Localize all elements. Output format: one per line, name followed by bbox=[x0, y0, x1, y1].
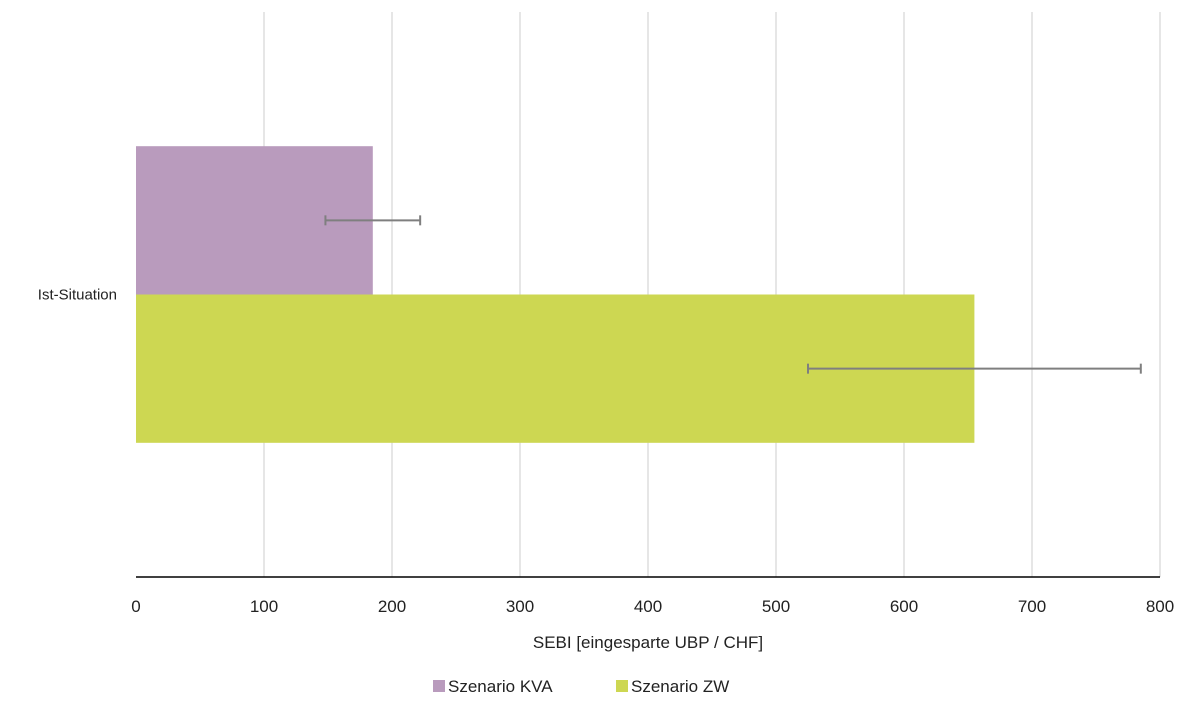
error-bars bbox=[324, 215, 1142, 374]
x-tick-label-6: 600 bbox=[890, 597, 918, 616]
legend: Szenario KVA Szenario ZW bbox=[433, 677, 729, 696]
x-tick-label-0: 0 bbox=[131, 597, 140, 616]
x-tick-label-5: 500 bbox=[762, 597, 790, 616]
x-tick-label-1: 100 bbox=[250, 597, 278, 616]
x-tick-labels: 0 100 200 300 400 500 600 700 800 bbox=[131, 597, 1174, 616]
x-tick-label-4: 400 bbox=[634, 597, 662, 616]
legend-label-szenario-zw: Szenario ZW bbox=[631, 677, 729, 696]
category-labels: Ist-Situation bbox=[38, 287, 117, 304]
category-label: Ist-Situation bbox=[38, 287, 117, 304]
x-tick-label-8: 800 bbox=[1146, 597, 1174, 616]
x-tick-label-2: 200 bbox=[378, 597, 406, 616]
x-axis-title: SEBI [eingesparte UBP / CHF] bbox=[533, 633, 763, 652]
x-tick-label-7: 700 bbox=[1018, 597, 1046, 616]
x-tick-label-3: 300 bbox=[506, 597, 534, 616]
legend-swatch-szenario-zw bbox=[616, 680, 628, 692]
legend-swatch-szenario-kva bbox=[433, 680, 445, 692]
bars bbox=[136, 146, 975, 443]
legend-label-szenario-kva: Szenario KVA bbox=[448, 677, 553, 696]
